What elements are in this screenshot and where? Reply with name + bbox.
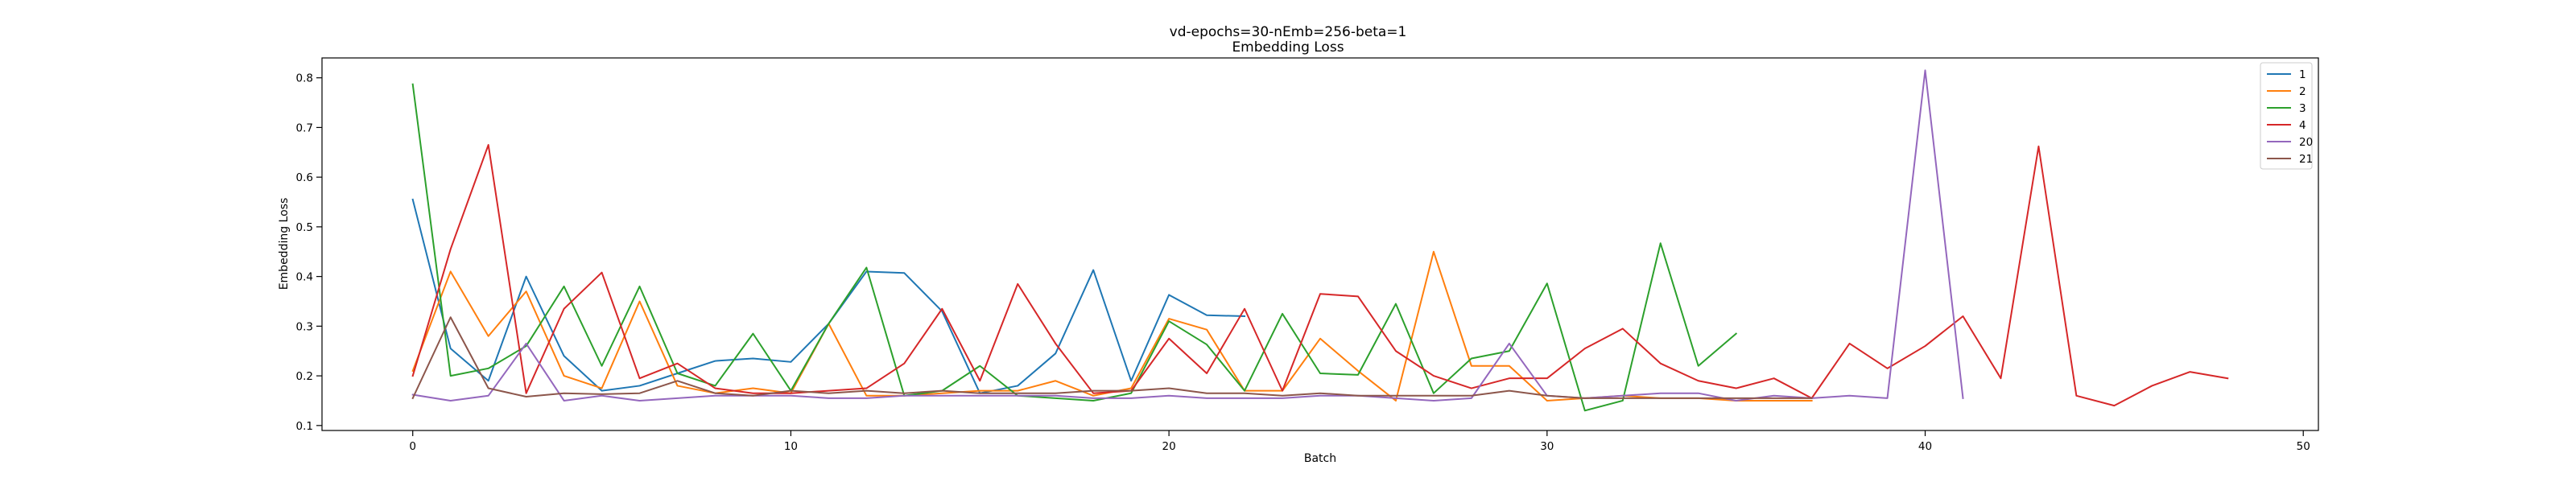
y-tick-label: 0.2 bbox=[296, 370, 313, 383]
x-tick-label: 50 bbox=[2297, 440, 2310, 453]
chart-title: vd-epochs=30-nEmb=256-beta=1 bbox=[1170, 24, 1407, 40]
x-axis-label: Batch bbox=[1304, 452, 1336, 465]
series-line-20 bbox=[411, 69, 1964, 402]
x-tick-label: 10 bbox=[784, 440, 798, 453]
series-line-3 bbox=[411, 83, 1738, 412]
series-line-21 bbox=[411, 316, 1813, 400]
y-tick-label: 0.6 bbox=[296, 171, 313, 184]
x-tick-label: 0 bbox=[409, 440, 416, 453]
legend-label-20: 20 bbox=[2299, 136, 2313, 149]
legend: 1 2 3 4 20 21 bbox=[2260, 62, 2313, 170]
x-tick-label: 20 bbox=[1162, 440, 1176, 453]
x-tick-label: 30 bbox=[1540, 440, 1554, 453]
series-line-4 bbox=[411, 144, 2229, 407]
x-tick-label: 40 bbox=[1918, 440, 1932, 453]
y-axis: 0.1 0.2 0.3 0.4 0.5 0.6 0.7 0.8 bbox=[296, 72, 322, 433]
chart-subtitle: Embedding Loss bbox=[1232, 39, 1344, 56]
x-axis: 0 10 20 30 40 50 bbox=[409, 430, 2310, 453]
legend-label-2: 2 bbox=[2299, 85, 2306, 98]
legend-label-4: 4 bbox=[2299, 119, 2306, 132]
y-tick-label: 0.3 bbox=[296, 320, 313, 333]
legend-label-1: 1 bbox=[2299, 68, 2306, 81]
plot-area-frame bbox=[321, 57, 2319, 431]
y-tick-label: 0.5 bbox=[296, 221, 313, 234]
legend-label-21: 21 bbox=[2299, 153, 2313, 166]
y-tick-label: 0.7 bbox=[296, 122, 313, 134]
y-axis-label: Embedding Loss bbox=[278, 198, 291, 290]
y-tick-label: 0.1 bbox=[296, 420, 313, 433]
legend-label-3: 3 bbox=[2299, 102, 2306, 115]
y-tick-label: 0.8 bbox=[296, 72, 313, 85]
series-layer bbox=[411, 69, 2229, 412]
y-tick-label: 0.4 bbox=[296, 271, 313, 284]
